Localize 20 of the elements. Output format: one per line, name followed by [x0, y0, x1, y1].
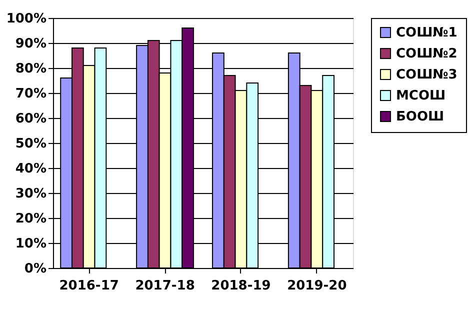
legend-label: МСОШ — [396, 88, 446, 104]
x-tick-label: 2016-17 — [59, 278, 119, 294]
y-tick-label: 50% — [15, 136, 46, 152]
y-tick-label: 40% — [15, 162, 46, 176]
legend-label: БООШ — [396, 110, 444, 124]
y-tick-label: 70% — [15, 86, 46, 102]
legend-label: СОШ№1 — [396, 26, 458, 40]
y-tick-label: 80% — [15, 62, 46, 76]
y-tick-label: 10% — [15, 236, 46, 252]
x-tick-label: 2018-19 — [211, 278, 271, 294]
legend-label: СОШ№3 — [396, 68, 458, 82]
legend-label: СОШ№2 — [396, 46, 458, 62]
y-tick-label: 20% — [15, 212, 46, 226]
y-tick-label: 30% — [15, 186, 46, 202]
x-tick-label: 2017-18 — [135, 278, 195, 294]
y-tick-label: 100% — [6, 12, 46, 26]
y-tick-label: 60% — [15, 112, 46, 126]
y-tick-label: 90% — [15, 36, 46, 52]
y-tick-label: 0% — [24, 262, 46, 276]
x-tick-label: 2019-20 — [287, 278, 347, 294]
